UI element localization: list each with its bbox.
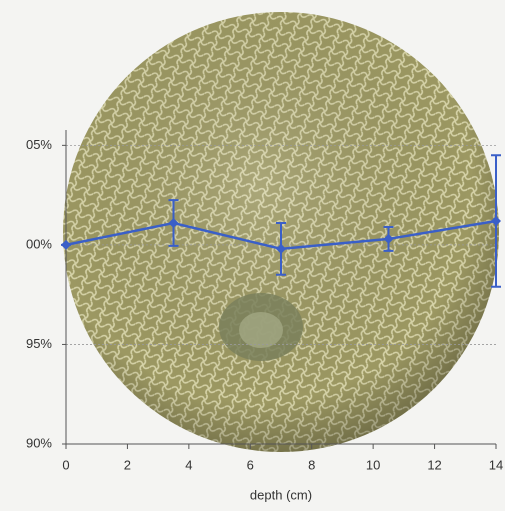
x-tick-label: 12 xyxy=(427,457,441,472)
x-tick-label: 6 xyxy=(247,457,254,472)
y-tick-label: 05% xyxy=(26,137,52,152)
x-tick-label: 4 xyxy=(185,457,192,472)
x-tick-label: 14 xyxy=(489,457,503,472)
data-point xyxy=(491,216,501,227)
x-tick-label: 2 xyxy=(124,457,131,472)
x-tick-label: 10 xyxy=(366,457,380,472)
y-tick-label: 90% xyxy=(26,435,52,450)
x-axis-label: depth (cm) xyxy=(250,487,312,502)
data-point xyxy=(276,243,286,254)
data-point xyxy=(383,233,394,244)
data-point xyxy=(61,239,71,250)
y-tick-label: 00% xyxy=(26,236,52,251)
x-tick-label: 8 xyxy=(308,457,315,472)
y-tick-label: 95% xyxy=(26,336,52,351)
x-tick-label: 0 xyxy=(62,457,69,472)
data-point xyxy=(168,218,179,228)
